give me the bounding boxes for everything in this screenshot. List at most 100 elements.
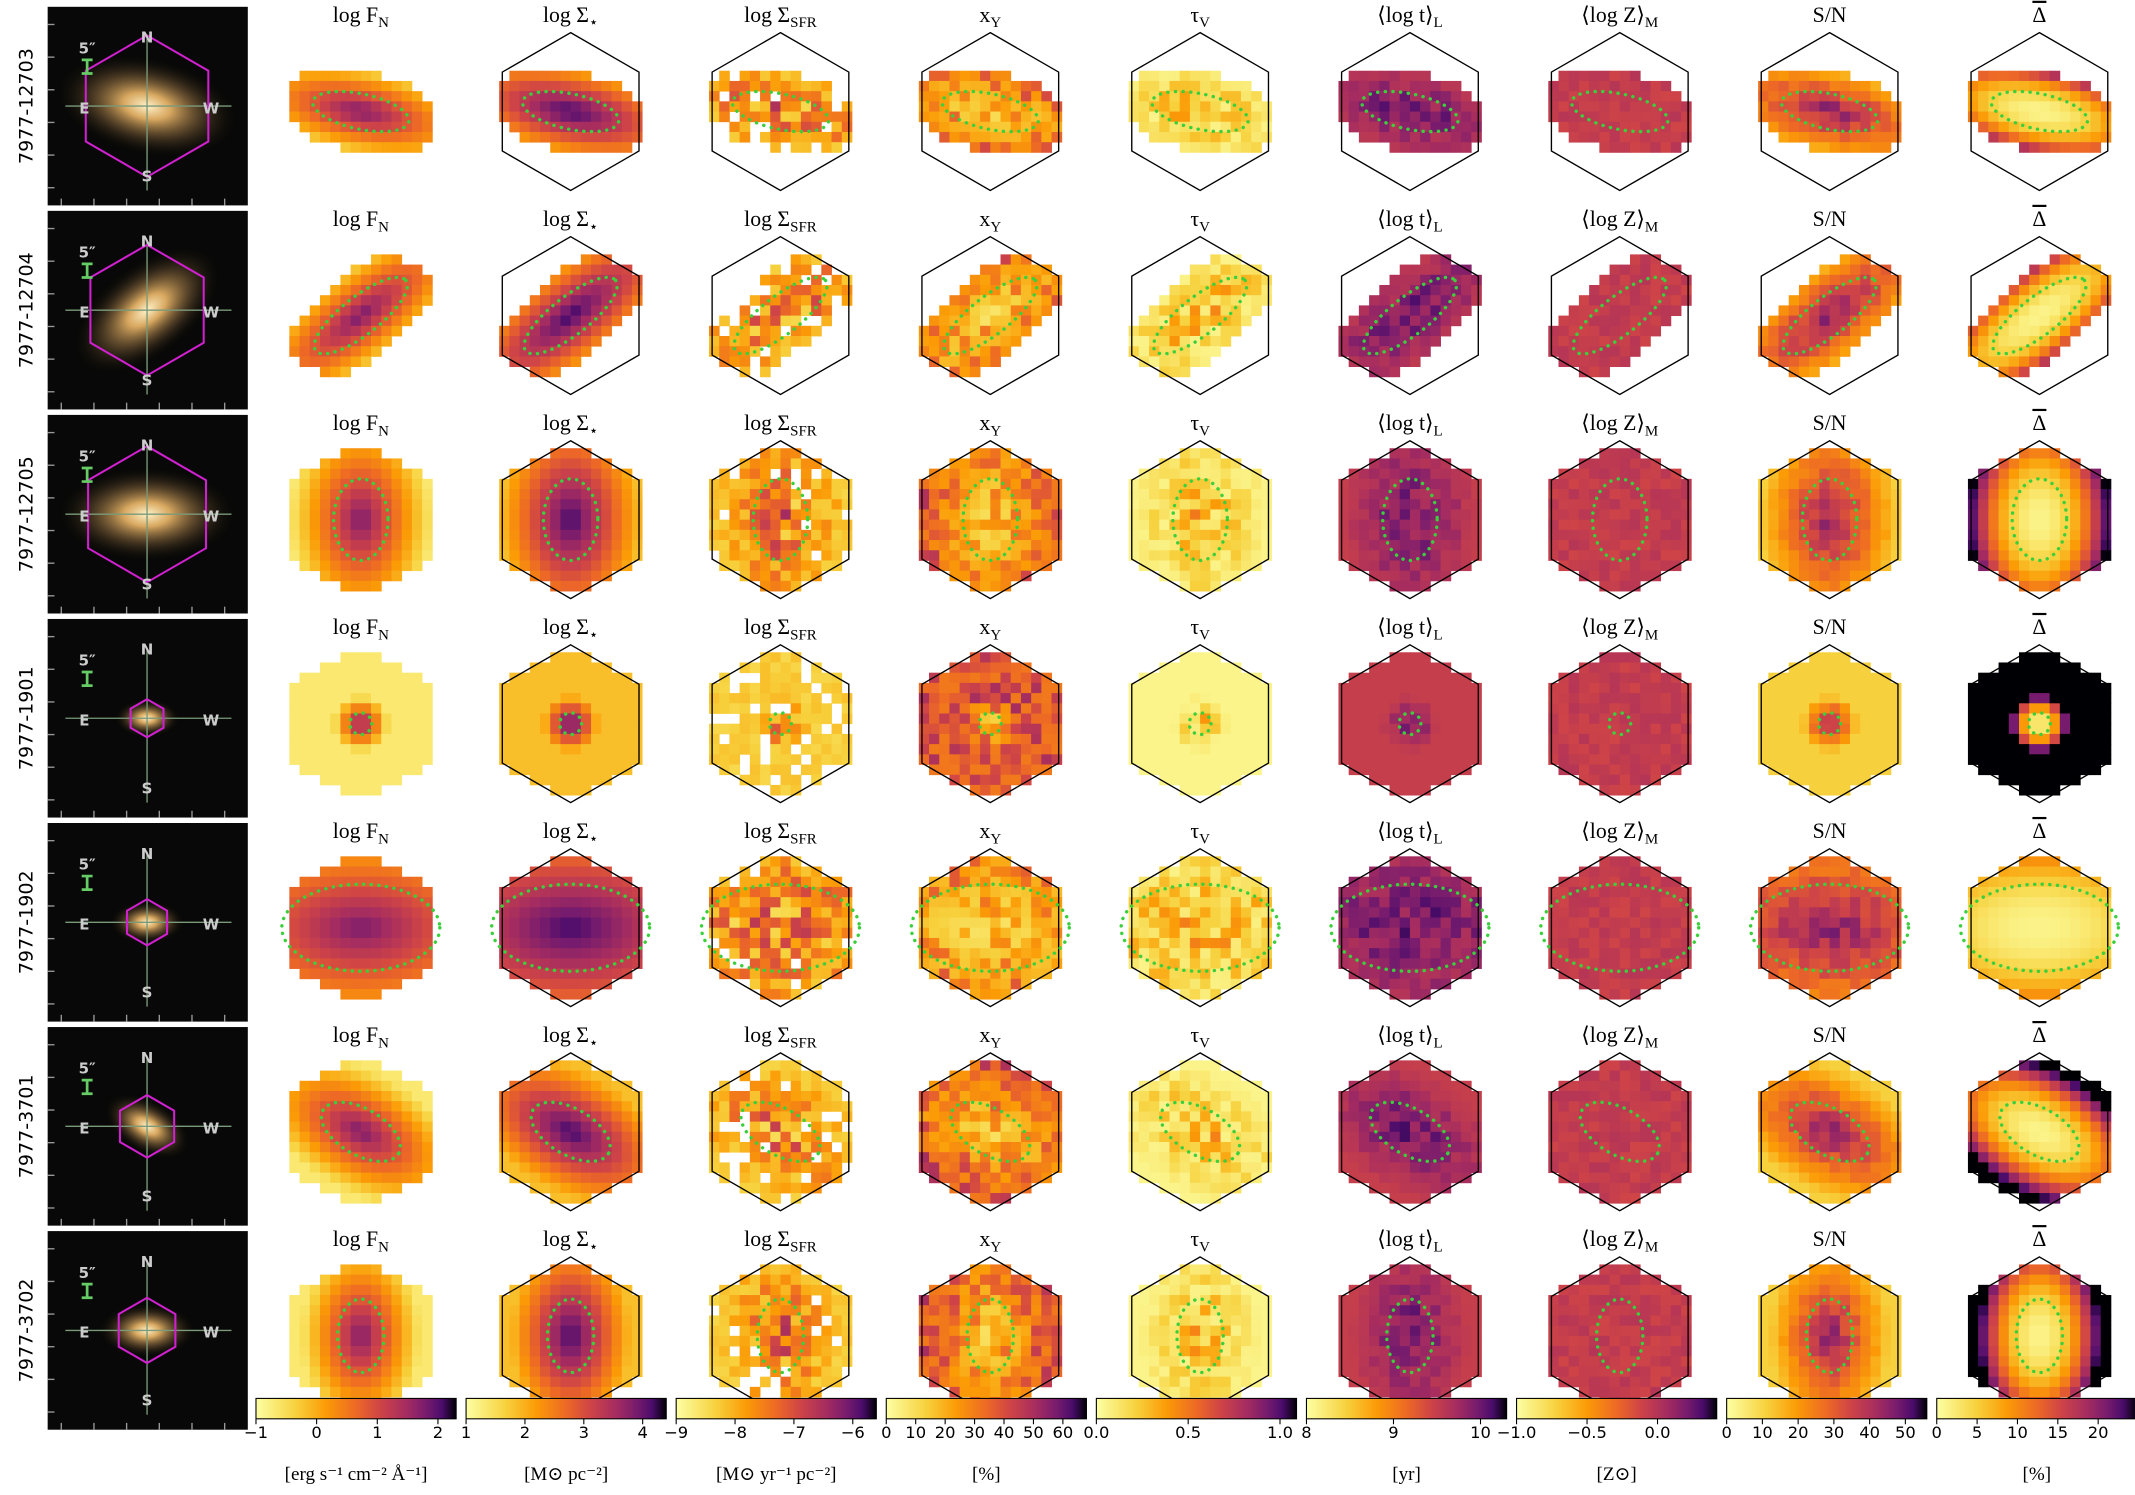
map-pixel: [360, 580, 372, 592]
map-pixel: [299, 356, 311, 368]
map-pixel: [1220, 274, 1232, 286]
map-pixel: [422, 101, 433, 112]
map-pixel: [1189, 284, 1201, 296]
map-pixel: [1409, 764, 1421, 776]
map-pixel: [1670, 131, 1682, 143]
map-pixel: [1829, 784, 1841, 796]
map-pixel: [1409, 672, 1421, 684]
map-pixel: [330, 315, 341, 327]
map-pixel: [289, 897, 300, 908]
map-pixel: [2070, 744, 2081, 755]
map-pixel: [309, 927, 321, 939]
map-pixel: [1568, 70, 1580, 82]
map-pixel: [289, 80, 300, 92]
map-pixel: [1000, 713, 1012, 725]
map-pixel: [1548, 713, 1559, 725]
map-pixel: [1149, 356, 1160, 368]
map-pixel: [2090, 682, 2102, 694]
map-pixel: [770, 315, 781, 327]
map-pixel: [1041, 131, 1052, 143]
map-pixel: [411, 723, 423, 735]
map-pixel: [1399, 744, 1411, 755]
map-pixel: [1389, 499, 1401, 510]
map-pixel: [1798, 305, 1810, 317]
map-pixel: [360, 274, 372, 286]
map: S/N: [1758, 411, 1902, 600]
map-pixel: [990, 478, 1001, 490]
map-pixel: [391, 131, 403, 143]
map-pixel: [299, 560, 311, 572]
map-pixel: [1348, 693, 1360, 704]
map-pixel: [1020, 142, 1032, 153]
map-pixel: [1640, 142, 1651, 153]
map-pixel: [1589, 713, 1600, 725]
map-pixel: [790, 784, 802, 796]
map-pixel: [990, 784, 1001, 796]
map-pixel: [1819, 489, 1830, 500]
map-pixel: [570, 448, 582, 459]
map-pixel: [601, 540, 612, 551]
map-pixel: [540, 295, 551, 306]
map-pixel: [540, 744, 551, 755]
map-pixel: [2080, 519, 2091, 531]
map-pixel: [2039, 509, 2051, 521]
map-pixel: [1399, 458, 1411, 470]
map-pixel: [1200, 713, 1211, 725]
map-pixel: [631, 499, 643, 510]
map-pixel: [1548, 499, 1559, 510]
map-pixel: [800, 295, 812, 306]
map-pixel: [831, 693, 843, 704]
map-pixel: [350, 80, 362, 92]
map-pixel: [1870, 489, 1882, 500]
map-pixel: [800, 693, 812, 704]
map-pixel: [1230, 295, 1242, 306]
map-pixel: [1149, 80, 1160, 92]
map-pixel: [1778, 693, 1790, 704]
map-pixel: [1998, 315, 2010, 327]
map-pixel: [1967, 101, 1979, 112]
map-pixel: [1420, 284, 1431, 296]
map-pixel: [1798, 509, 1810, 521]
map-pixel: [1778, 478, 1790, 490]
map-pixel: [1890, 754, 1902, 765]
map-pixel: [1220, 489, 1232, 500]
map-pixel: [319, 948, 331, 959]
map-pixel: [1409, 295, 1421, 306]
map-pixel: [591, 468, 602, 480]
map-pixel: [2049, 346, 2061, 357]
map-pixel: [1369, 509, 1380, 521]
map-pixel: [570, 672, 582, 684]
map-pixel: [1681, 703, 1692, 714]
map-pixel: [969, 693, 981, 704]
map-pixel: [1399, 560, 1411, 572]
map-pixel: [1568, 703, 1580, 714]
map-pixel: [2100, 733, 2112, 745]
map-pixel: [1210, 80, 1221, 92]
map-pixel: [1788, 111, 1800, 123]
map-pixel: [540, 703, 551, 714]
map-pixel: [1020, 662, 1032, 674]
map-pixel: [780, 80, 792, 92]
map-pixel: [1558, 336, 1570, 347]
map-pixel: [1440, 774, 1452, 786]
map-pixel: [918, 499, 930, 510]
map-pixel: [1809, 744, 1820, 755]
map-pixel: [1369, 662, 1380, 674]
map-pixel: [1860, 131, 1871, 143]
panel-title: τV: [1190, 411, 1210, 439]
map-pixel: [1619, 284, 1631, 296]
map-pixel: [990, 325, 1001, 337]
map-pixel: [1578, 80, 1590, 92]
map-pixel: [391, 550, 403, 561]
map-pixel: [1179, 489, 1191, 500]
map-pixel: [411, 264, 423, 276]
map-pixel: [1138, 91, 1150, 102]
map-pixel: [1788, 131, 1800, 143]
map-pixel: [790, 580, 802, 592]
map-pixel: [2090, 519, 2102, 531]
map-pixel: [550, 540, 561, 551]
map-pixel: [360, 142, 372, 153]
map-pixel: [1409, 560, 1421, 572]
title-main: log Σ: [543, 3, 589, 27]
map-pixel: [1200, 101, 1211, 112]
